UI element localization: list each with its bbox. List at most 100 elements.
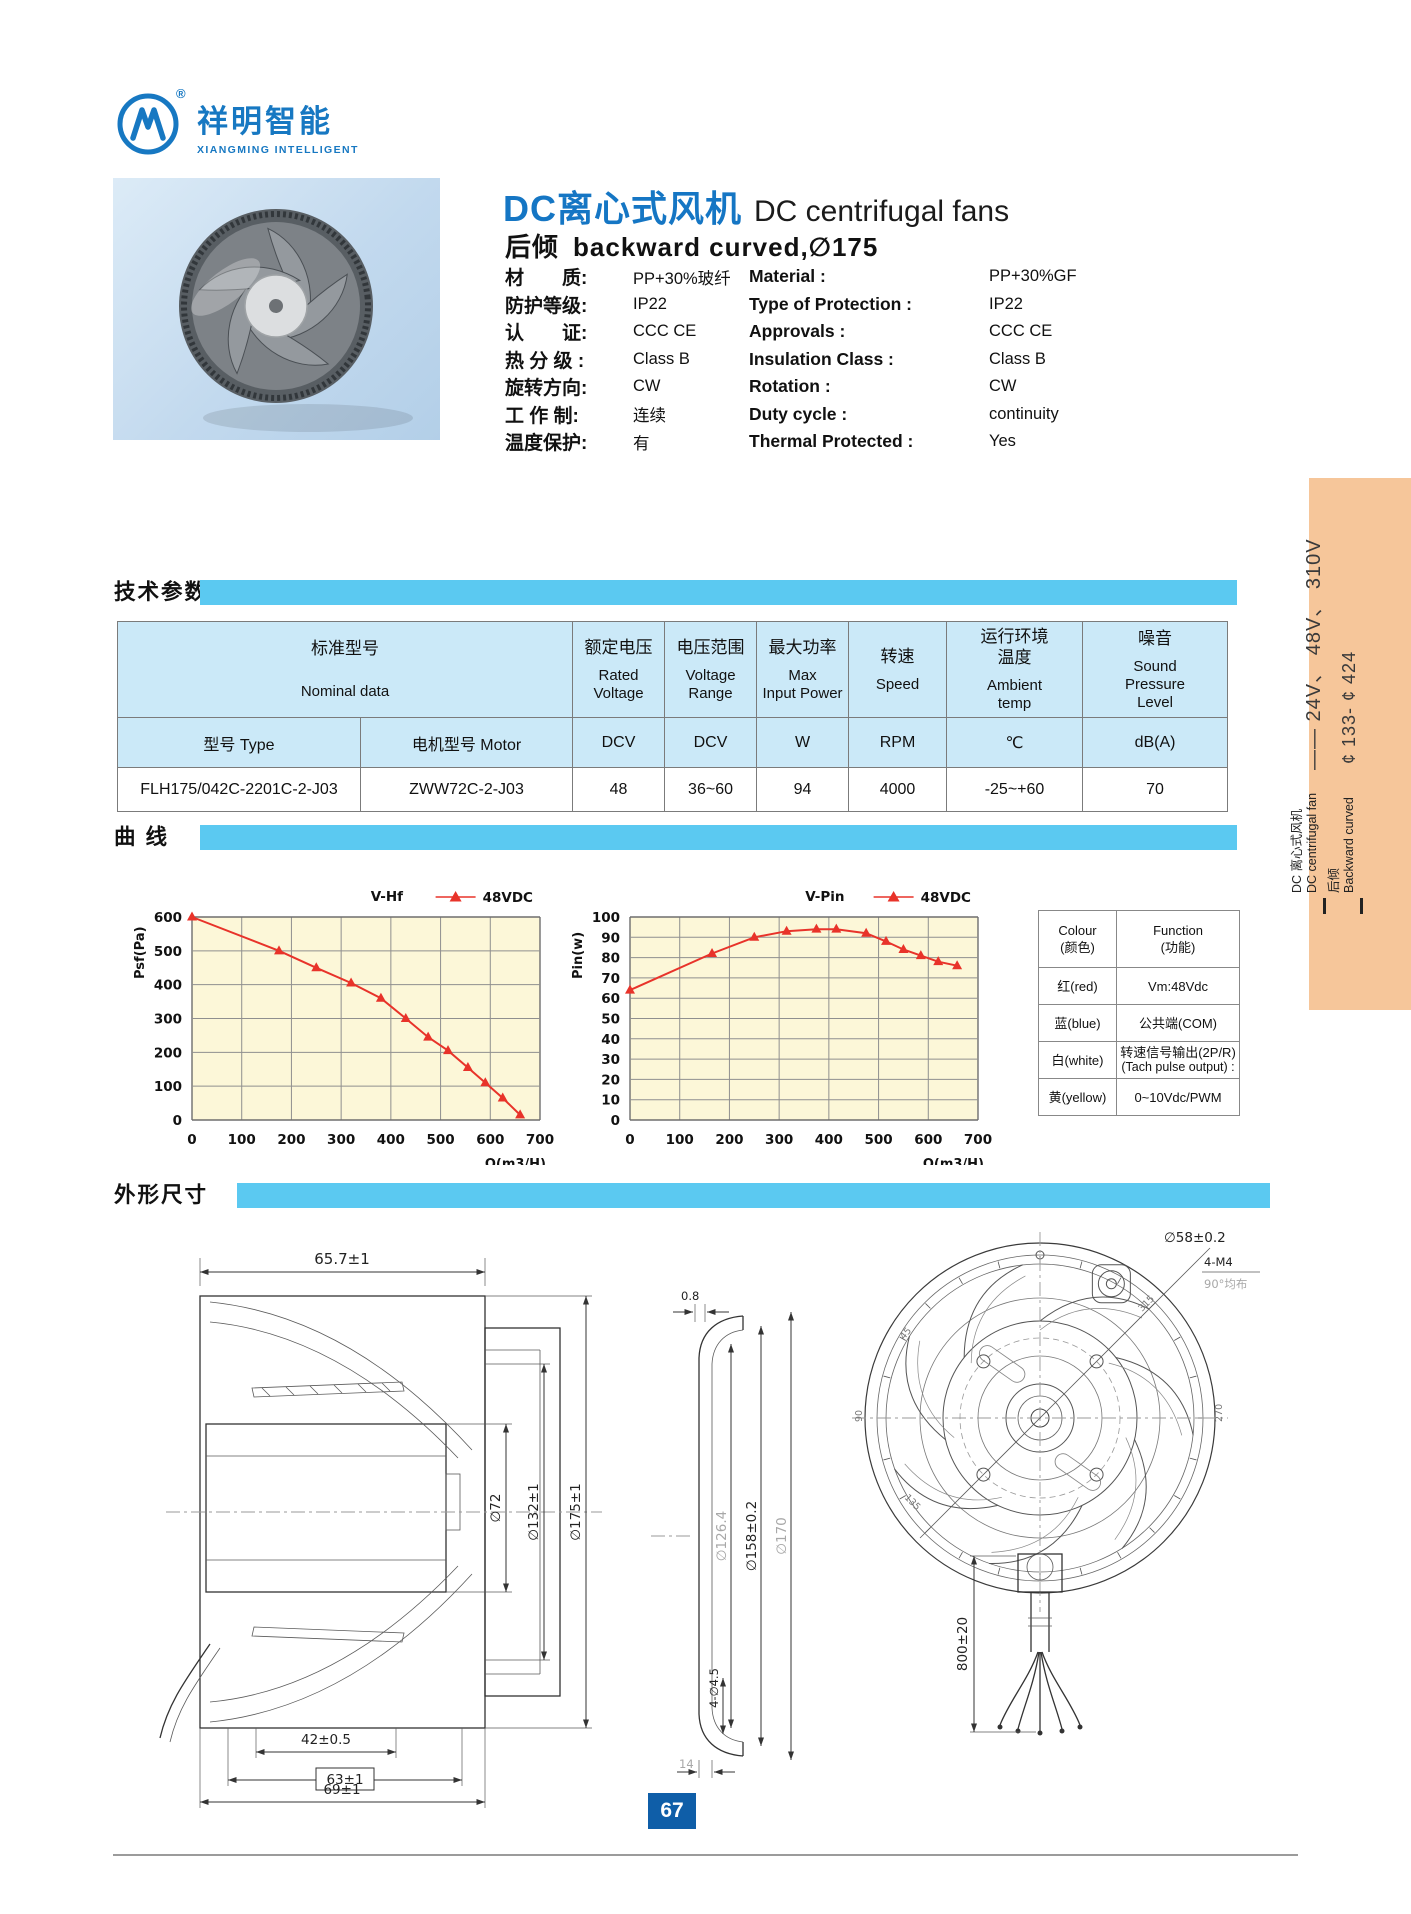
dim-total-width: 69±1 — [323, 1782, 360, 1798]
page-subtitle: 后倾 backward curved,∅175 — [505, 227, 878, 264]
spec-value-en: Yes — [989, 432, 1016, 451]
cell-rated-voltage: 48 — [572, 767, 666, 812]
wire-colour-table: Colour (颜色) Function (功能) 红(red) Vm:48Vd… — [1038, 910, 1240, 1116]
fan-illustration — [179, 209, 413, 432]
table-unit-celsius: ℃ — [946, 717, 1084, 768]
svg-text:60: 60 — [601, 991, 620, 1007]
section-band-curve — [200, 825, 1237, 850]
spec-label-en: Type of Protection : — [749, 293, 913, 314]
svg-text:0: 0 — [611, 1113, 620, 1129]
table-unit-rpm: RPM — [848, 717, 948, 768]
table-subheader-type: 型号 Type — [117, 717, 361, 768]
spec-value-en: PP+30%GF — [989, 267, 1077, 286]
wire-table-row: 白(white) 转速信号输出(2P/R) (Tach pulse output… — [1039, 1042, 1239, 1079]
spec-value-en: CW — [989, 377, 1017, 396]
brand-logo-icon — [117, 93, 179, 155]
cell-motor: ZWW72C-2-J03 — [359, 767, 574, 812]
cell-max-power: 94 — [756, 767, 850, 812]
svg-text:400: 400 — [815, 1132, 843, 1148]
svg-text:500: 500 — [154, 944, 182, 960]
drawing-front-view: ∅58±0.2 4-M4 90°均布 45 90 135 315 270 800… — [852, 1230, 1260, 1736]
spec-value-zh: PP+30%玻纤 — [633, 269, 731, 288]
dim-outer-dia: ∅175±1 — [568, 1483, 584, 1540]
page-title-en: DC centrifugal fans — [754, 195, 1010, 228]
table-header-rated-voltage: 额定电压 Rated Voltage — [572, 621, 666, 718]
sidebar-sizes: ¢ 133- ¢ 424 — [1339, 650, 1359, 764]
wire-table-row: 红(red) Vm:48Vdc — [1039, 968, 1239, 1005]
chart-v-hf: 0 100 200 300 400 500 600 700 0 100 200 300 400 500 60… — [133, 889, 554, 1165]
svg-text:300: 300 — [327, 1132, 355, 1148]
wire-header-function: Function (功能) — [1153, 923, 1203, 955]
spec-value-en: IP22 — [989, 294, 1023, 313]
wire-function: Vm:48Vdc — [1148, 978, 1208, 994]
angle-270: 270 — [1214, 1404, 1225, 1422]
wire-table-row: 黄(yellow) 0~10Vdc/PWM — [1039, 1079, 1239, 1115]
sidebar-family: DC 离心式风机 DC centrifugal fan — [1290, 792, 1319, 893]
footer-divider — [113, 1854, 1298, 1856]
spec-label-zh: 材 质: — [505, 268, 588, 290]
page-title: DC离心式风机 DC centrifugal fans — [503, 180, 1009, 232]
svg-text:200: 200 — [154, 1045, 182, 1061]
table-header-nominal: 标准型号 Nominal data — [116, 621, 574, 718]
svg-text:V-Hf: V-Hf — [371, 889, 403, 905]
svg-text:70: 70 — [601, 971, 620, 987]
wire-colour: 黄(yellow) — [1039, 1079, 1117, 1115]
wire-header-colour: Colour (颜色) — [1039, 911, 1117, 967]
dim-flange-depth: 14 — [679, 1757, 694, 1771]
svg-text:300: 300 — [154, 1012, 182, 1028]
brand-name-zh: 祥明智能 — [197, 104, 333, 139]
table-unit-dba: dB(A) — [1082, 717, 1229, 768]
spec-row: 材 质: PP+30%玻纤 Material : PP+30%GF — [505, 263, 1085, 291]
svg-text:Q(m3/H): Q(m3/H) — [923, 1157, 984, 1165]
spec-label-zh: 旋转方向: — [505, 378, 588, 400]
cell-voltage-range: 36~60 — [664, 767, 758, 812]
dim-mid-dia: ∅132±1 — [526, 1483, 542, 1540]
spec-value-zh: Class B — [633, 349, 690, 368]
sidebar-bar-1 — [1323, 898, 1326, 914]
svg-text:400: 400 — [377, 1132, 405, 1148]
page-title-zh: DC离心式风机 — [503, 188, 742, 229]
brand-name-en: XIANGMING INTELLIGENT — [197, 144, 359, 156]
svg-text:80: 80 — [601, 951, 620, 967]
svg-text:V-Pin: V-Pin — [805, 889, 844, 905]
table-unit-w: W — [756, 717, 850, 768]
svg-text:40: 40 — [601, 1032, 620, 1048]
section-title-tech: 技术参数 — [114, 580, 209, 604]
spec-value-en: Class B — [989, 349, 1046, 368]
table-unit-dcv-2: DCV — [664, 717, 758, 768]
technical-table: 标准型号 Nominal data 额定电压 Rated Voltage 电压范… — [116, 621, 1229, 812]
spec-label-en: Material : — [749, 266, 826, 287]
cell-noise: 70 — [1082, 767, 1229, 812]
svg-text:200: 200 — [277, 1132, 305, 1148]
svg-text:0: 0 — [625, 1132, 634, 1148]
spec-label-en: Duty cycle : — [749, 403, 848, 424]
spec-value-en: continuity — [989, 404, 1059, 423]
spec-value-zh: IP22 — [633, 294, 667, 313]
spec-value-zh: 有 — [633, 434, 650, 453]
table-header-speed: 转速 Speed — [848, 621, 948, 718]
dim-boxed-width: 63±1 — [326, 1772, 363, 1788]
cell-ambient: -25~+60 — [946, 767, 1084, 812]
table-header-noise: 噪音 Sound Pressure Level — [1082, 621, 1229, 718]
table-header-voltage-range: 电压范围 Voltage Range — [664, 621, 758, 718]
dim-bolt-circle: ∅158±0.2 — [744, 1501, 760, 1571]
section-band-dims — [237, 1183, 1270, 1208]
wire-function: 转速信号输出(2P/R) (Tach pulse output) : — [1120, 1045, 1236, 1074]
dim-mount-note: 90°均布 — [1204, 1277, 1247, 1291]
svg-text:700: 700 — [964, 1132, 992, 1148]
svg-text:0: 0 — [173, 1113, 182, 1129]
svg-text:48VDC: 48VDC — [483, 890, 533, 906]
table-unit-dcv-1: DCV — [572, 717, 666, 768]
spec-label-zh: 认 证: — [505, 323, 588, 345]
brand-name: 祥明智能 XIANGMING INTELLIGENT — [197, 96, 359, 156]
spec-label-en: Thermal Protected : — [749, 431, 914, 452]
spec-row: 防护等级: IP22 Type of Protection : IP22 — [505, 291, 1085, 319]
spec-row: 温度保护: 有 Thermal Protected : Yes — [505, 428, 1085, 456]
dim-holes: 4-∅4.5 — [707, 1668, 721, 1708]
svg-text:50: 50 — [601, 1012, 620, 1028]
spec-label-zh: 工 作 制: — [505, 405, 579, 427]
table-subheader-motor: 电机型号 Motor — [359, 717, 574, 768]
svg-text:10: 10 — [601, 1093, 620, 1109]
dim-base-width: 42±0.5 — [301, 1732, 351, 1748]
